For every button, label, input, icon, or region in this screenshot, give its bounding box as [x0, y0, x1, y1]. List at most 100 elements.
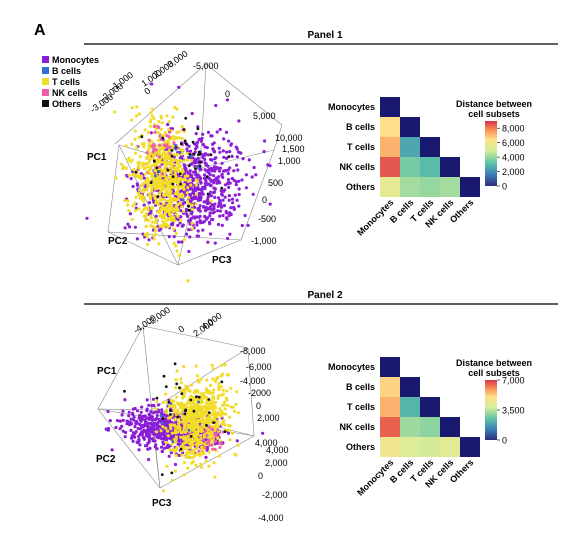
- point-monocytes: [179, 209, 183, 213]
- tick-label: 1,500: [282, 144, 305, 154]
- box-edge: [107, 231, 179, 266]
- point-monocytes: [250, 175, 254, 179]
- point-t-cells: [221, 392, 225, 396]
- point-monocytes: [207, 207, 211, 211]
- point-t-cells: [236, 411, 240, 415]
- point-monocytes: [214, 103, 218, 108]
- point-others: [183, 412, 187, 416]
- point-monocytes: [121, 429, 125, 433]
- point-monocytes: [153, 439, 157, 443]
- point-nk-cells: [210, 427, 214, 431]
- point-t-cells: [140, 142, 144, 146]
- point-t-cells: [173, 105, 177, 110]
- point-t-cells: [152, 237, 156, 241]
- point-monocytes: [237, 119, 241, 123]
- point-t-cells: [204, 410, 208, 414]
- point-nk-cells: [158, 165, 162, 169]
- point-others: [189, 435, 193, 438]
- point-t-cells: [176, 401, 180, 405]
- point-t-cells: [217, 388, 221, 392]
- point-monocytes: [177, 240, 181, 244]
- point-monocytes: [196, 229, 200, 233]
- point-monocytes: [220, 190, 225, 194]
- pca-axis-labels-2: PC1 PC2 PC3: [96, 366, 172, 509]
- point-monocytes: [147, 438, 151, 442]
- point-t-cells: [192, 452, 196, 456]
- point-t-cells: [162, 194, 167, 198]
- heatmap-cell: [400, 157, 420, 177]
- point-monocytes: [147, 201, 151, 205]
- point-monocytes: [141, 435, 145, 439]
- point-t-cells: [179, 377, 183, 381]
- point-t-cells: [173, 423, 177, 427]
- point-t-cells: [188, 412, 192, 416]
- pca-3d-scatter-1: 3,0002,0001,0000-1,000-2,000-3,000-5,000…: [85, 49, 305, 283]
- point-t-cells: [209, 199, 213, 203]
- point-t-cells: [211, 367, 215, 371]
- point-b-cells: [197, 400, 201, 404]
- point-monocytes: [167, 454, 171, 458]
- point-t-cells: [154, 197, 158, 201]
- point-t-cells: [223, 423, 227, 427]
- point-t-cells: [146, 130, 151, 134]
- point-t-cells: [164, 170, 168, 174]
- point-t-cells: [194, 424, 198, 428]
- point-t-cells: [227, 428, 231, 432]
- point-t-cells: [180, 453, 184, 457]
- point-monocytes: [203, 173, 207, 177]
- point-monocytes: [199, 195, 203, 200]
- point-monocytes: [177, 453, 181, 457]
- point-monocytes: [206, 197, 210, 201]
- point-t-cells: [182, 183, 186, 187]
- point-others: [160, 473, 164, 476]
- point-others: [173, 362, 177, 366]
- point-monocytes: [147, 457, 151, 462]
- point-monocytes: [233, 193, 237, 197]
- point-t-cells: [175, 426, 179, 430]
- point-t-cells: [173, 173, 177, 177]
- point-t-cells: [166, 156, 170, 160]
- point-others: [189, 398, 193, 402]
- box-edge: [205, 63, 283, 126]
- point-monocytes: [235, 439, 239, 443]
- point-others: [155, 396, 159, 400]
- point-t-cells: [177, 162, 181, 166]
- point-monocytes: [114, 425, 118, 430]
- point-t-cells: [166, 161, 170, 165]
- point-t-cells: [134, 208, 138, 213]
- box-edge: [177, 239, 242, 266]
- point-nk-cells: [213, 447, 217, 451]
- point-monocytes: [237, 204, 241, 208]
- point-monocytes: [224, 130, 229, 134]
- point-monocytes: [226, 171, 230, 176]
- point-monocytes: [132, 415, 136, 419]
- point-monocytes: [150, 423, 154, 427]
- point-t-cells: [186, 401, 190, 405]
- point-monocytes: [198, 221, 203, 225]
- point-t-cells: [177, 424, 181, 428]
- point-t-cells: [167, 200, 171, 204]
- point-monocytes: [194, 159, 198, 163]
- point-t-cells: [179, 406, 183, 410]
- point-others: [183, 139, 187, 143]
- point-t-cells: [146, 176, 150, 180]
- point-monocytes: [218, 166, 222, 170]
- point-t-cells: [198, 434, 202, 438]
- point-nk-cells: [157, 155, 161, 159]
- point-t-cells: [137, 207, 141, 211]
- point-monocytes: [208, 177, 212, 181]
- point-monocytes: [212, 150, 216, 154]
- point-monocytes: [229, 143, 233, 147]
- point-monocytes: [240, 223, 244, 228]
- point-monocytes: [203, 157, 207, 161]
- heatmap-row-label-b-cells: B cells: [346, 122, 375, 132]
- point-t-cells: [173, 219, 177, 223]
- point-t-cells: [175, 249, 179, 253]
- box-edge: [240, 149, 275, 241]
- point-t-cells: [190, 227, 194, 231]
- point-t-cells: [178, 184, 183, 188]
- point-t-cells: [205, 406, 209, 411]
- point-b-cells: [174, 147, 178, 151]
- point-monocytes: [190, 210, 194, 214]
- heatmap-cell: [440, 177, 460, 197]
